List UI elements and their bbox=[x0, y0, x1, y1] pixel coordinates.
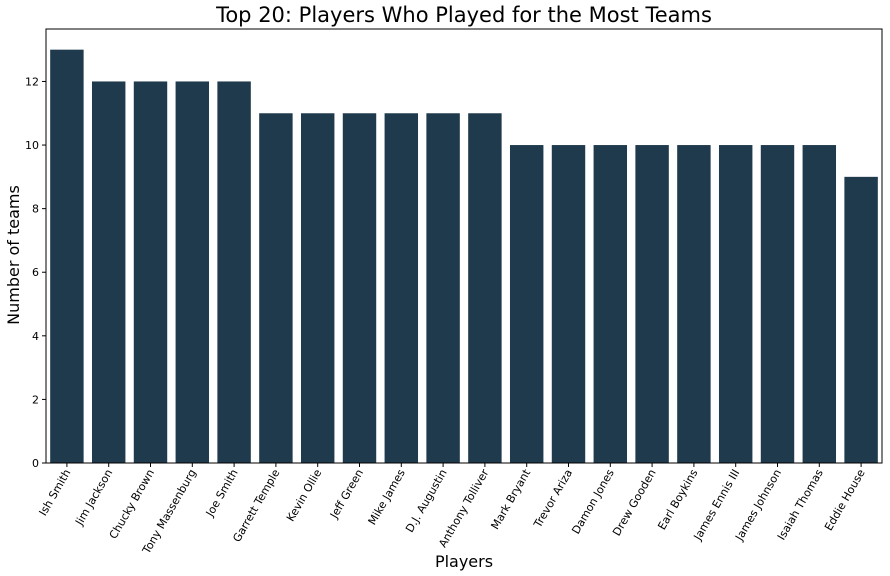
x-tick-label: Earl Boykins bbox=[655, 467, 700, 532]
bar-ish-smith bbox=[50, 49, 84, 464]
x-tick-label: Isaiah Thomas bbox=[775, 467, 826, 543]
bar-anthony-tolliver bbox=[468, 113, 502, 463]
bar-trevor-ariza bbox=[551, 145, 586, 464]
y-tick-label: 10 bbox=[25, 139, 39, 152]
bar-jim-jackson bbox=[91, 81, 126, 463]
bar-damon-jones bbox=[593, 145, 628, 464]
bar-drew-gooden bbox=[635, 145, 669, 464]
x-axis-label: Players bbox=[435, 552, 493, 571]
bar-kevin-ollie bbox=[300, 113, 335, 463]
bar-mike-james bbox=[384, 113, 419, 463]
x-tick-label: Damon Jones bbox=[569, 467, 617, 537]
plot-frame bbox=[45, 28, 883, 464]
bars-group bbox=[50, 49, 878, 464]
bar-chucky-brown bbox=[133, 81, 168, 463]
y-tick-label: 12 bbox=[25, 75, 39, 88]
x-tick-label: Jim Jackson bbox=[72, 467, 115, 528]
y-axis-ticks: 0 2 4 6 8 10 12 bbox=[25, 75, 46, 470]
y-tick-label: 4 bbox=[32, 330, 39, 343]
bar-james-ennis-iii bbox=[718, 145, 753, 464]
bar-eddie-house bbox=[844, 176, 878, 463]
y-axis-label: Number of teams bbox=[4, 185, 23, 325]
bar-mark-bryant bbox=[509, 145, 544, 464]
bar-jeff-green bbox=[342, 113, 377, 463]
y-tick-label: 0 bbox=[32, 457, 39, 470]
x-tick-label: Mark Bryant bbox=[488, 466, 533, 531]
x-tick-label: Kevin Ollie bbox=[284, 467, 324, 524]
bar-garrett-temple bbox=[259, 113, 293, 463]
x-tick-label: Mike James bbox=[366, 467, 408, 527]
x-tick-label: Eddie House bbox=[822, 467, 868, 533]
x-tick-label: Ish Smith bbox=[36, 467, 73, 518]
bar-d-j-augustin bbox=[426, 113, 460, 463]
x-tick-label: Garrett Temple bbox=[230, 467, 282, 545]
x-tick-label: Joe Smith bbox=[203, 467, 241, 520]
x-tick-label: D.J. Augustin bbox=[403, 467, 450, 535]
y-tick-label: 6 bbox=[32, 266, 39, 279]
x-tick-label: Chucky Brown bbox=[107, 467, 157, 541]
x-tick-label: Trevor Ariza bbox=[531, 467, 575, 531]
bar-tony-massenburg bbox=[175, 81, 210, 463]
x-tick-label: Drew Gooden bbox=[610, 467, 659, 538]
y-tick-label: 2 bbox=[32, 393, 39, 406]
bar-earl-boykins bbox=[677, 145, 711, 464]
x-tick-label: Jeff Green bbox=[327, 467, 366, 522]
y-tick-label: 8 bbox=[32, 203, 39, 216]
bar-joe-smith bbox=[217, 81, 251, 463]
chart-title: Top 20: Players Who Played for the Most … bbox=[215, 3, 712, 27]
bar-james-johnson bbox=[760, 145, 795, 464]
bar-isaiah-thomas bbox=[802, 145, 837, 464]
